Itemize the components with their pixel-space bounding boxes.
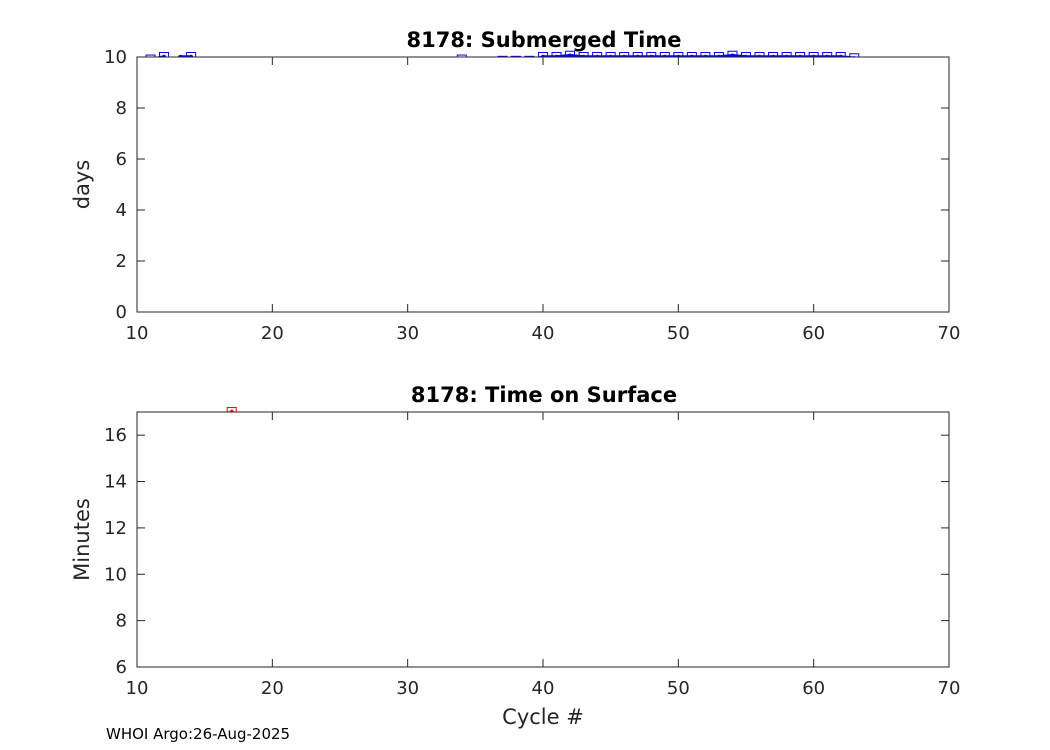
x-tick-label: 50: [667, 323, 690, 344]
y-axis-label: Minutes: [70, 498, 94, 581]
x-tick-label: 10: [126, 678, 149, 699]
y-tick-label: 8: [116, 611, 127, 632]
time-on-surface-panel: 10 20 30 40 50 60 70 6 8 10 12 14 16 8178: Time on Su…: [70, 383, 960, 729]
x-tick-label: 30: [396, 678, 419, 699]
y-tick-label: 14: [104, 472, 127, 493]
chart-title: 8178: Time on Surface: [411, 383, 677, 407]
y-tick-label: 0: [116, 302, 127, 323]
y-tick-label: 10: [104, 47, 127, 68]
axes-box: [136, 56, 950, 313]
y-tick-label: 10: [104, 564, 127, 585]
y-tick-label: 8: [116, 98, 127, 119]
axes-box: [136, 411, 950, 668]
x-axis-label: Cycle #: [502, 705, 584, 729]
x-tick-label: 40: [532, 678, 555, 699]
chart-title: 8178: Submerged Time: [406, 28, 681, 52]
x-tick-label: 40: [532, 323, 555, 344]
x-tick-label: 50: [667, 678, 690, 699]
y-tick-label: 4: [116, 200, 127, 221]
x-tick-label: 30: [396, 323, 419, 344]
x-tick-label: 20: [261, 323, 284, 344]
x-tick-label: 60: [802, 323, 825, 344]
y-axis-label: days: [70, 160, 94, 210]
y-tick-label: 6: [116, 149, 127, 170]
x-tick-label: 70: [938, 323, 961, 344]
y-tick-label: 12: [104, 518, 127, 539]
x-tick-label: 60: [802, 678, 825, 699]
x-tick-label: 70: [938, 678, 961, 699]
footer-credit: WHOI Argo:26-Aug-2025: [106, 725, 291, 743]
y-tick-label: 2: [116, 251, 127, 272]
y-tick-label: 16: [104, 425, 127, 446]
x-tick-label: 20: [261, 678, 284, 699]
x-tick-label: 10: [126, 323, 149, 344]
y-tick-label: 6: [116, 657, 127, 678]
submerged-time-panel: 10 20 30 40 50 60 70 0 2 4 6 8 10 8178: Submerged Tim…: [70, 28, 960, 344]
